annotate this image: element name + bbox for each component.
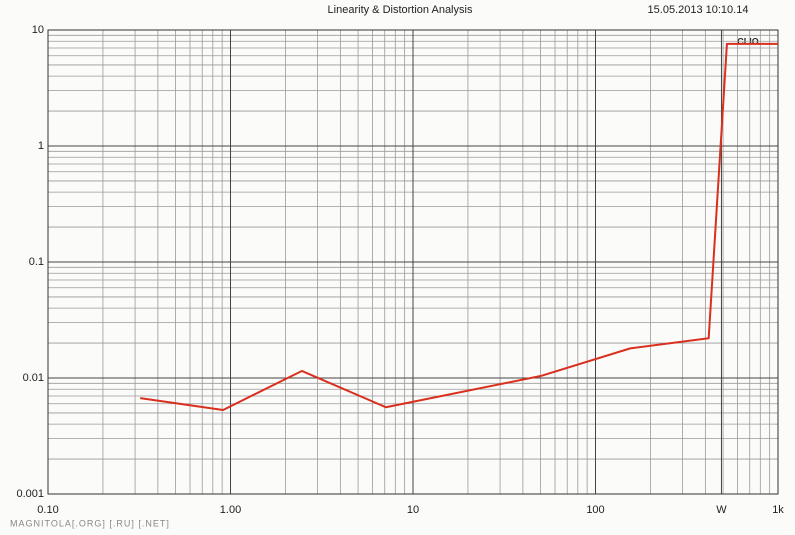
timestamp: 15.05.2013 10:10.14 (648, 4, 749, 16)
y-tick-label: 0.001 (16, 488, 44, 500)
x-tick-label: 1k (772, 504, 784, 516)
x-tick-label: W (716, 504, 727, 516)
data-line (140, 42, 778, 411)
x-tick-label: 0.10 (37, 504, 58, 516)
x-tick-label: 1.00 (220, 504, 241, 516)
y-tick-label: 0.01 (23, 372, 44, 384)
watermark: MAGNITOLA[.ORG] [.RU] [.NET] (10, 518, 170, 528)
x-tick-label: 100 (586, 504, 604, 516)
x-tick-label: 10 (407, 504, 419, 516)
chart-title: Linearity & Distortion Analysis (328, 4, 473, 16)
y-tick-label: 10 (32, 24, 44, 36)
y-tick-label: 0.1 (29, 256, 44, 268)
y-tick-label: 1 (38, 140, 44, 152)
plot-frame (47, 29, 779, 495)
